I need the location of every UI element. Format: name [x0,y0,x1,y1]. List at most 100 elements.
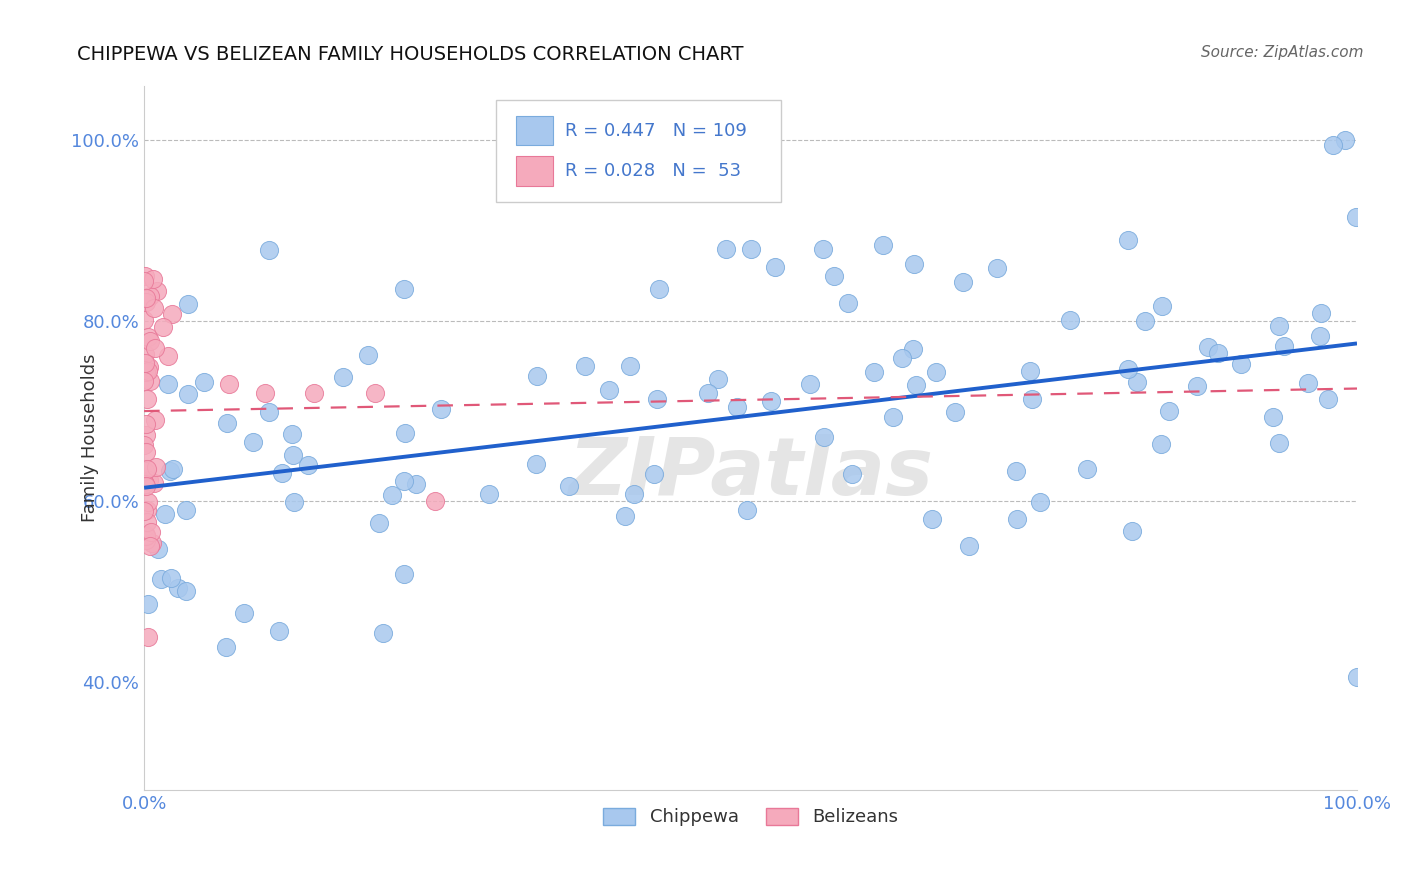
Point [134,475,156,489]
Text: R = 0.447   N = 109: R = 0.447 N = 109 [565,121,747,140]
Point [1268,319,1291,334]
Point [1230,357,1253,371]
Point [841,467,863,482]
Point [150,572,173,586]
Point [157,349,180,363]
Point [139,334,162,348]
Point [1116,233,1139,247]
Point [136,330,159,344]
Point [1157,404,1180,418]
Point [1310,306,1333,320]
Point [174,584,197,599]
Point [135,428,157,442]
Point [145,413,167,427]
FancyBboxPatch shape [496,101,780,202]
Point [135,444,157,458]
Point [813,242,835,256]
Point [152,320,174,334]
Point [394,567,416,582]
Point [1135,314,1157,328]
Point [619,174,641,188]
Point [813,430,835,444]
Point [901,342,924,356]
Point [142,272,165,286]
Point [943,405,966,419]
Point [215,640,238,655]
Point [159,570,181,584]
Text: Source: ZipAtlas.com: Source: ZipAtlas.com [1201,45,1364,60]
Point [136,630,159,644]
Point [619,124,641,138]
Point [925,365,948,379]
Point [823,268,845,283]
Point [1197,340,1219,354]
Point [162,462,184,476]
Point [986,261,1008,276]
Point [1121,524,1143,538]
Point [267,624,290,639]
Point [242,435,264,450]
Point [740,242,762,256]
Point [1206,346,1229,360]
Point [381,488,404,502]
Point [392,474,415,488]
Point [138,360,160,375]
Point [371,625,394,640]
Point [716,242,738,256]
Text: CHIPPEWA VS BELIZEAN FAMILY HOUSEHOLDS CORRELATION CHART: CHIPPEWA VS BELIZEAN FAMILY HOUSEHOLDS C… [77,45,744,63]
Point [1005,464,1028,478]
Point [363,386,385,401]
Point [139,374,162,388]
Point [763,260,786,274]
Point [1317,392,1340,407]
Point [707,372,730,386]
Point [1059,313,1081,327]
Point [1296,376,1319,390]
Point [1187,379,1209,393]
Point [1322,138,1344,153]
Point [166,581,188,595]
Point [643,467,665,481]
Point [799,377,821,392]
Point [882,409,904,424]
Text: Family Households: Family Households [80,354,98,523]
Point [1126,375,1149,389]
Text: R = 0.028   N =  53: R = 0.028 N = 53 [565,161,741,180]
Point [176,502,198,516]
Point [1346,670,1368,684]
Point [141,525,163,540]
Point [145,341,167,355]
Text: ZIPatlas: ZIPatlas [568,434,934,512]
Point [134,356,156,370]
Point [1021,392,1043,406]
Point [863,365,886,379]
Point [574,359,596,373]
Point [134,347,156,361]
Point [1272,339,1295,353]
Point [394,425,416,440]
Point [648,282,671,296]
Point [524,457,547,471]
Point [136,515,159,529]
Point [134,477,156,491]
Point [136,494,159,508]
Point [356,348,378,362]
Point [598,383,620,397]
Point [232,607,254,621]
Point [1116,362,1139,376]
Point [134,464,156,478]
Point [405,476,427,491]
Point [270,467,292,481]
Point [135,417,157,432]
Point [257,405,280,419]
Point [1261,409,1284,424]
Point [135,392,157,407]
Point [281,426,304,441]
Point [477,487,499,501]
Point [297,458,319,473]
Point [135,479,157,493]
Bar [516,156,553,186]
Point [254,386,277,401]
Point [725,400,748,414]
Point [153,507,176,521]
